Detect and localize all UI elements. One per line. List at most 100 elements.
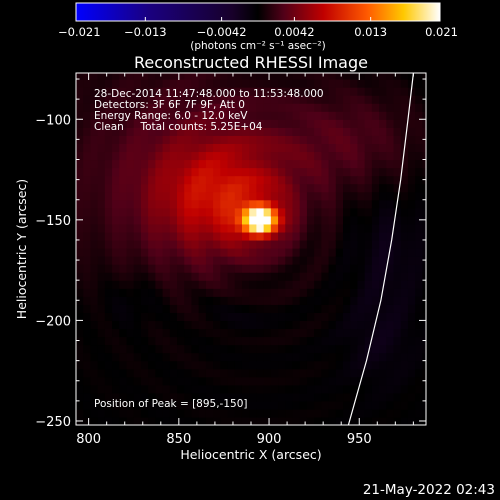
heatmap-cell: [140, 143, 149, 153]
heatmap-cell: [285, 344, 294, 354]
heatmap-cell: [422, 143, 426, 153]
heatmap-cell: [422, 272, 426, 281]
heatmap-cell: [140, 328, 149, 338]
heatmap-cell: [184, 73, 193, 80]
heatmap-cell: [321, 127, 330, 136]
heatmap-cell: [220, 207, 229, 217]
heatmap-cell: [177, 296, 185, 305]
heatmap-cell: [155, 95, 164, 104]
heatmap-cell: [205, 392, 214, 402]
heatmap-cell: [321, 73, 330, 80]
heatmap-cell: [400, 408, 409, 418]
heatmap-cell: [198, 408, 207, 418]
heatmap-cell: [112, 376, 120, 386]
heatmap-cell: [205, 344, 214, 354]
heatmap-cell: [241, 151, 250, 161]
heatmap-cell: [234, 408, 243, 418]
heatmap-cell: [379, 127, 387, 136]
heatmap-cell: [386, 73, 395, 80]
heatmap-cell: [278, 151, 286, 161]
heatmap-cell: [386, 312, 395, 322]
heatmap-cell: [76, 336, 84, 346]
heatmap-cell: [386, 127, 395, 136]
heatmap-cell: [227, 73, 236, 80]
heatmap-cell: [364, 127, 373, 136]
heatmap-cell: [205, 239, 214, 249]
heatmap-cell: [90, 73, 99, 80]
x-tick-label: 900: [257, 432, 282, 447]
heatmap-cell: [371, 79, 380, 88]
heatmap-cell: [263, 207, 272, 217]
heatmap-cell: [270, 103, 279, 112]
heatmap-cell: [83, 312, 92, 322]
heatmap-cell: [285, 103, 294, 112]
heatmap-cell: [321, 95, 330, 104]
heatmap-cell: [350, 344, 359, 354]
heatmap-cell: [119, 384, 128, 394]
heatmap-cell: [205, 167, 214, 177]
heatmap-cell: [220, 288, 229, 297]
heatmap-cell: [76, 408, 84, 418]
heatmap-cell: [256, 79, 265, 88]
heatmap-cell: [314, 328, 322, 338]
heatmap-cell: [328, 280, 337, 289]
heatmap-cell: [364, 151, 373, 161]
heatmap-cell: [270, 247, 279, 257]
heatmap-cell: [350, 384, 359, 394]
heatmap-cell: [227, 239, 236, 249]
heatmap-cell: [126, 280, 135, 289]
heatmap-cell: [270, 376, 279, 386]
heatmap-cell: [278, 135, 286, 144]
heatmap-cell: [198, 264, 207, 273]
heatmap-cell: [314, 320, 322, 330]
heatmap-cell: [184, 119, 193, 128]
heatmap-cell: [407, 231, 416, 241]
heatmap-cell: [104, 376, 113, 386]
heatmap-cell: [83, 231, 92, 241]
heatmap-cell: [364, 119, 373, 128]
heatmap-cell: [119, 328, 128, 338]
heatmap-cell: [407, 151, 416, 161]
heatmap-cell: [393, 272, 402, 281]
heatmap-cell: [335, 239, 344, 249]
heatmap-cell: [314, 231, 322, 241]
heatmap-cell: [133, 384, 142, 394]
heatmap-cell: [234, 167, 243, 177]
annotation-line: Detectors: 3F 6F 7F 9F, Att 0: [94, 99, 245, 111]
heatmap-cell: [306, 408, 315, 418]
heatmap-cell: [83, 95, 92, 104]
heatmap-cell: [299, 400, 308, 410]
heatmap-cell: [213, 408, 221, 418]
heatmap-cell: [422, 280, 426, 289]
heatmap-cell: [112, 312, 120, 322]
heatmap-cell: [227, 183, 236, 193]
heatmap-cell: [263, 352, 272, 362]
heatmap-cell: [126, 247, 135, 257]
heatmap-cell: [379, 151, 387, 161]
heatmap-cell: [198, 368, 207, 378]
heatmap-cell: [407, 191, 416, 201]
heatmap-cell: [162, 215, 171, 225]
heatmap-cell: [393, 95, 402, 104]
heatmap-cell: [83, 368, 92, 378]
heatmap-cell: [328, 135, 337, 144]
heatmap-cell: [76, 223, 84, 233]
heatmap-cell: [97, 175, 106, 185]
heatmap-cell: [321, 103, 330, 112]
heatmap-cell: [169, 151, 178, 161]
heatmap-cell: [263, 408, 272, 418]
heatmap-cell: [270, 223, 279, 233]
heatmap-cell: [386, 143, 395, 153]
heatmap-cell: [343, 336, 351, 346]
heatmap-cell: [335, 247, 344, 257]
heatmap-cell: [119, 143, 128, 153]
heatmap-cell: [148, 312, 156, 322]
peak-position-label: Position of Peak = [895,-150]: [94, 398, 248, 410]
heatmap-cell: [227, 304, 236, 313]
heatmap-cell: [191, 127, 200, 136]
heatmap-cell: [169, 272, 178, 281]
heatmap-cell: [112, 95, 120, 104]
heatmap-cell: [321, 215, 330, 225]
heatmap-cell: [343, 416, 351, 425]
